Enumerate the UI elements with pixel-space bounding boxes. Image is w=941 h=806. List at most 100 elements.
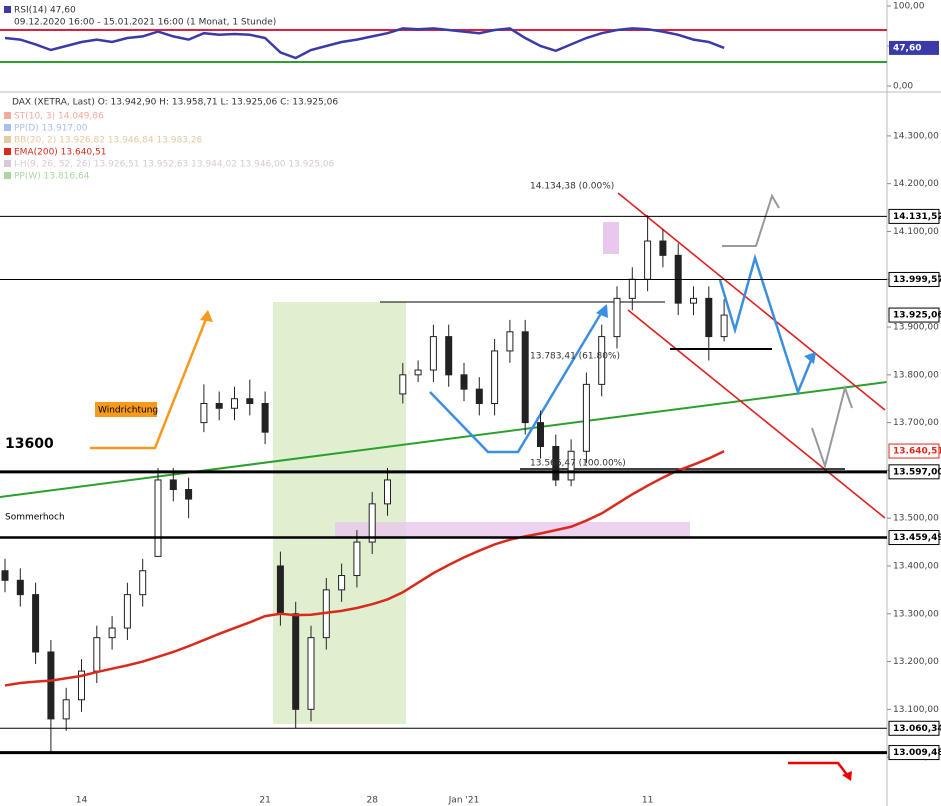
candle-body [460, 374, 468, 390]
candle-body [231, 398, 238, 409]
candle-body [78, 670, 85, 701]
candle-body [215, 402, 223, 409]
candle-body [475, 388, 483, 404]
ema-line [4, 450, 725, 687]
legend-swatch [4, 160, 11, 167]
price-title: DAX (XETRA, Last) O: 13.942,90 H: 13.958… [12, 98, 338, 108]
candle-body [307, 637, 315, 710]
candle-body [690, 297, 697, 304]
y-tick-label: 13.400,00 [893, 561, 939, 571]
legend-entry: PP(W) 13.816,64 [14, 172, 90, 182]
candle-body [16, 579, 24, 596]
y-tick-label: 14.300,00 [893, 131, 939, 141]
candle-body [353, 541, 361, 577]
candle-body [491, 350, 499, 404]
arrowhead [200, 310, 213, 322]
level-label: 13.925,06 [893, 311, 941, 321]
candle-body [62, 699, 70, 720]
candle-body [628, 278, 636, 299]
level-label: 13.999,57 [893, 275, 941, 285]
level-box [888, 271, 940, 287]
candle-body [123, 594, 131, 629]
legend-entry: BB(20, 2) 13.926,82 13.946,84 13.983,26 [14, 136, 203, 146]
candle-body [582, 383, 590, 452]
candle-body [552, 446, 560, 481]
candle-body [261, 402, 269, 433]
candle-body [185, 489, 193, 500]
candle-body [429, 336, 437, 371]
candle-body [414, 369, 422, 376]
candle-body [644, 240, 652, 280]
trend-line [627, 309, 886, 519]
level-label: 13.640,51 [893, 447, 941, 457]
level-box [888, 307, 940, 323]
candle-body [567, 450, 575, 481]
candle-body [169, 479, 177, 491]
candle-body [720, 314, 728, 338]
candle-body [506, 331, 514, 352]
level-label: 13.459,49 [893, 533, 941, 543]
level-box [888, 530, 940, 546]
level-label: 13.597,00 [893, 467, 941, 477]
level-label: 14.131,52 [893, 212, 941, 222]
candle-body [521, 331, 529, 424]
candle-body [32, 594, 40, 653]
y-tick-label: 0,00 [893, 82, 913, 92]
y-tick-label: 100,00 [893, 2, 925, 12]
candle-body [246, 398, 254, 404]
annotation: Sommerhoch [5, 513, 65, 523]
candle-body [705, 297, 713, 338]
arrow [722, 193, 780, 247]
candle-body [399, 374, 407, 395]
annotation: 14.134,38 (0.00%) [530, 182, 614, 192]
legend-swatch [4, 124, 11, 131]
level-box [888, 464, 940, 480]
y-tick-label: 13.900,00 [893, 323, 939, 333]
level-box [888, 208, 940, 224]
legend-entry: I-H(9, 26, 52, 26) 13.926,51 13.952,63 1… [14, 160, 335, 170]
y-tick-label: 13.500,00 [893, 514, 939, 524]
arrow [90, 313, 210, 450]
legend-swatch [4, 172, 11, 179]
annotation: Windrichtung [98, 406, 158, 416]
level-label: 13.009,48 [893, 748, 941, 758]
level-label: 13.060,34 [893, 724, 941, 734]
y-tick-label: 13.700,00 [893, 418, 939, 428]
y-tick-label: 13.800,00 [893, 370, 939, 380]
trend-line [0, 381, 888, 498]
annotation: 13.566,47 (100.00%) [530, 459, 626, 469]
x-tick-label: 21 [259, 796, 270, 806]
y-tick-label: 14.100,00 [893, 227, 939, 237]
candle-body [139, 570, 147, 596]
candle-body [200, 402, 208, 424]
highlight-zone [335, 522, 690, 538]
y-tick-label: 13.300,00 [893, 609, 939, 619]
arrow [788, 761, 849, 777]
candle-body [1, 570, 9, 581]
candle-body [108, 627, 116, 639]
level-box [888, 443, 940, 459]
y-tick-label: 14.200,00 [893, 179, 939, 189]
level-box [888, 720, 940, 736]
legend-swatch [4, 112, 11, 119]
y-tick-label: 13.200,00 [893, 657, 939, 667]
candle-body [384, 479, 391, 505]
candle-body [154, 479, 162, 557]
legend-swatch [4, 136, 11, 143]
arrow [811, 384, 853, 470]
legend-swatch [4, 148, 11, 155]
candle-body [93, 637, 101, 672]
x-tick-label: Jan '21 [448, 796, 480, 806]
candle-body [445, 336, 453, 376]
arrowhead [842, 771, 852, 781]
arrow [429, 309, 605, 454]
value-label: 47,60 [893, 43, 921, 53]
x-tick-label: 14 [76, 796, 88, 806]
rsi-title: RSI(14) 47,60 [14, 6, 76, 16]
level-box [888, 745, 940, 761]
candle-body [292, 613, 300, 710]
candle-body [598, 336, 606, 385]
x-tick-label: 28 [366, 796, 378, 806]
candle-body [368, 503, 376, 543]
